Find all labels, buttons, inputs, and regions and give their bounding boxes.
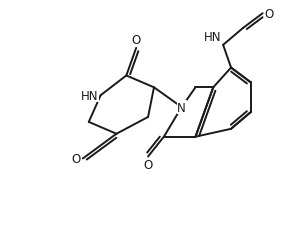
Text: O: O [132,34,141,47]
Text: HN: HN [204,31,221,44]
Text: HN: HN [81,89,99,102]
Text: O: O [72,152,81,165]
Text: O: O [265,8,274,21]
Text: O: O [144,159,153,172]
Text: N: N [177,101,186,114]
